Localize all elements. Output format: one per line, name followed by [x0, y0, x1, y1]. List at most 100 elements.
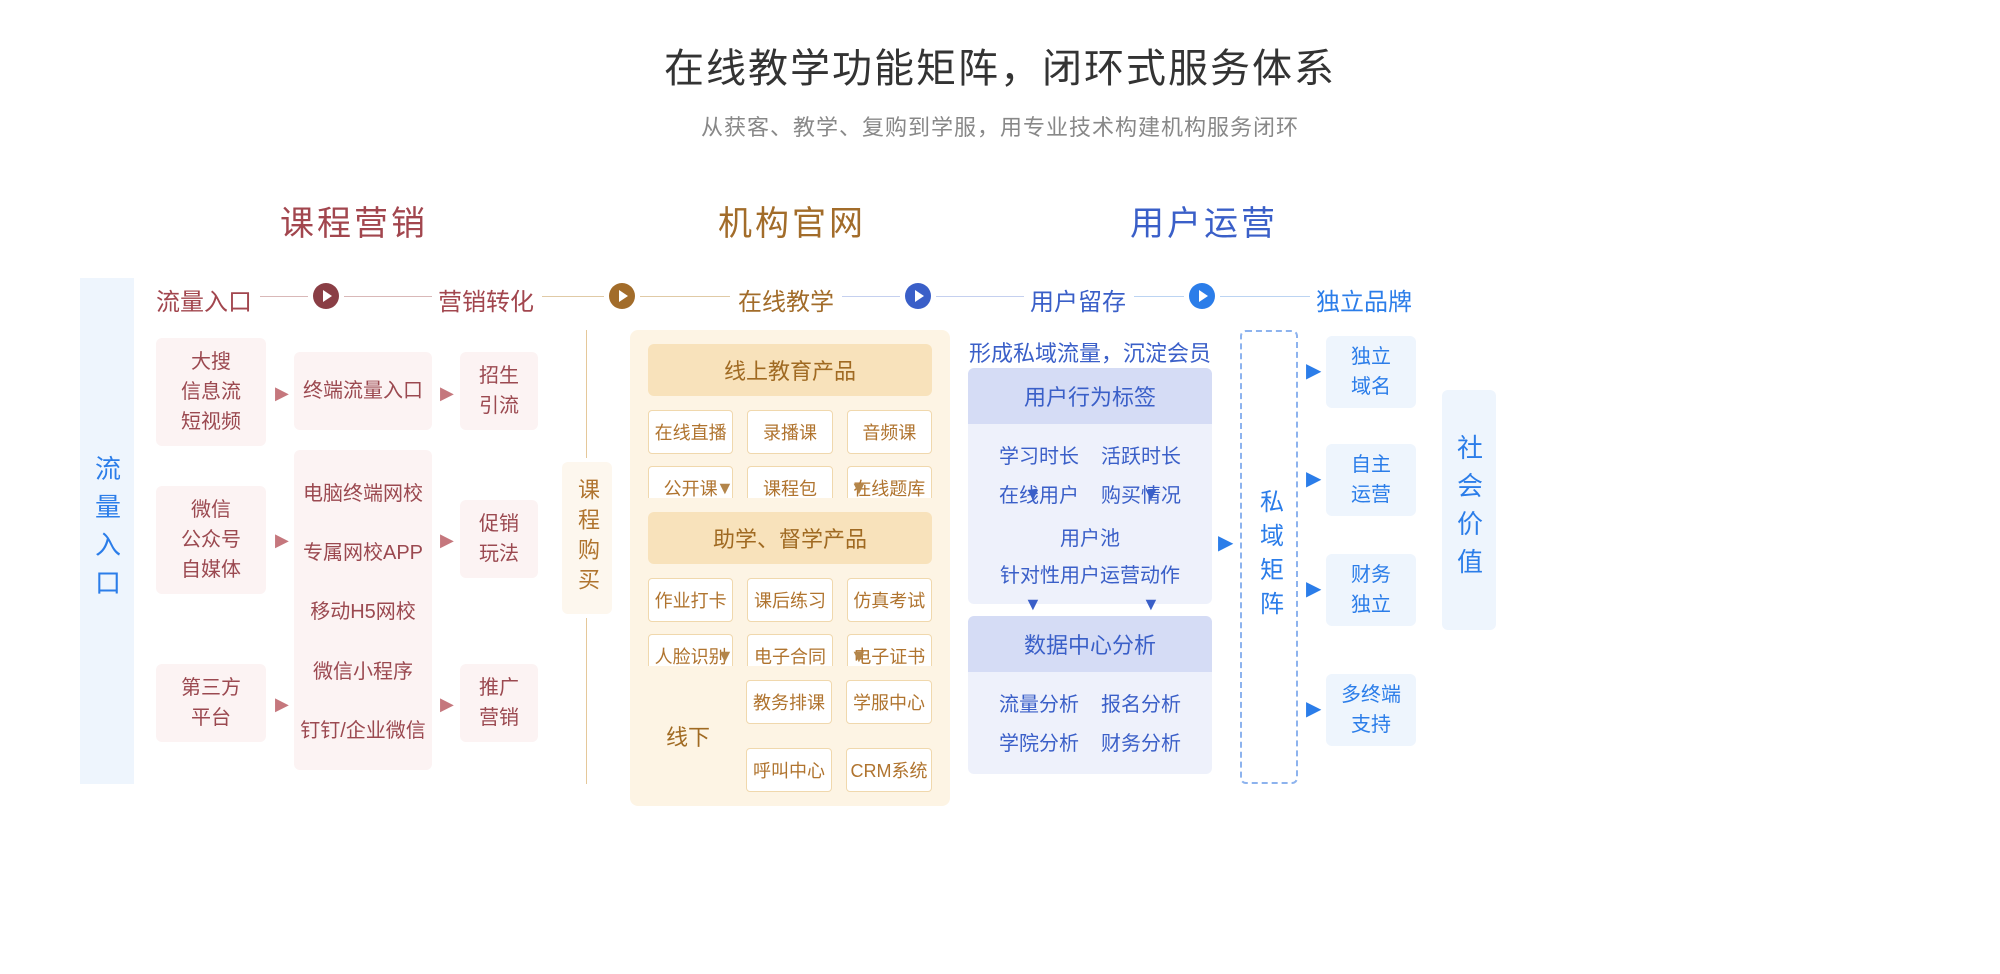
caret-down-icon: ▼: [850, 478, 868, 499]
box-domain: 独立 域名: [1326, 336, 1416, 408]
label: 招生 引流: [479, 361, 519, 421]
seg-title: 助学、督学产品: [648, 512, 932, 564]
item: 微信小程序: [313, 655, 413, 684]
label: 自主 运营: [1351, 450, 1391, 510]
box-dasou: 大搜 信息流 短视频: [156, 338, 266, 446]
chip: 录播课: [747, 410, 832, 454]
line1: 用户池: [968, 522, 1212, 551]
box-promo: 促销 玩法: [460, 500, 538, 578]
caret-down-icon: ▼: [850, 646, 868, 667]
box-head: 数据中心分析: [968, 616, 1212, 672]
hline-4b: [1220, 296, 1310, 297]
label: 大搜 信息流 短视频: [181, 347, 241, 437]
caret-right-icon: ▶: [1218, 530, 1233, 555]
box-recruit: 招生 引流: [460, 352, 538, 430]
label: 推广 营销: [479, 673, 519, 733]
mid-bar-purchase: 课程购买: [562, 462, 612, 614]
cell: 学习时长: [999, 440, 1079, 469]
box-head: 用户行为标签: [968, 368, 1212, 424]
item: 钉钉/企业微信: [300, 714, 426, 743]
label: 财务 独立: [1351, 560, 1391, 620]
cell: 活跃时长: [1101, 440, 1181, 469]
col-teaching: 在线教学: [738, 282, 834, 317]
box-multi-terminal: 多终端 支持: [1326, 674, 1416, 746]
item: 专属网校APP: [303, 536, 423, 565]
box-body: 流量分析报名分析 学院分析财务分析: [968, 672, 1212, 774]
cell: 报名分析: [1101, 688, 1181, 717]
box-finance: 财务 独立: [1326, 554, 1416, 626]
caret-down-icon: ▼: [1024, 484, 1042, 505]
pink-b2-group: 电脑终端网校 专属网校APP 移动H5网校 微信小程序 钉钉/企业微信: [294, 450, 432, 770]
section-website: 机构官网: [718, 196, 866, 245]
chip: 教务排课: [746, 680, 832, 724]
seg-title: 线上教育产品: [648, 344, 932, 396]
item: 移动H5网校: [310, 595, 416, 624]
user-behavior-box: 用户行为标签 学习时长活跃时长 在线用户购买情况: [968, 368, 1212, 526]
caret-icon: ▶: [275, 694, 289, 715]
main-title: 在线教学功能矩阵，闭环式服务体系: [0, 36, 2000, 94]
caret-right-icon: ▶: [1306, 466, 1321, 491]
vline-top: [586, 330, 587, 458]
caret-icon: ▶: [275, 530, 289, 551]
caret-down-icon: ▼: [1024, 594, 1042, 615]
play-icon-1: [312, 282, 340, 310]
end-bar-social-value: 社会价值: [1442, 390, 1496, 630]
label: 第三方 平台: [181, 673, 241, 733]
box-terminal-entry: 终端流量入口: [294, 352, 432, 430]
vline-bot: [586, 618, 587, 784]
cell: 学院分析: [999, 727, 1079, 756]
offline-block: 线下 教务排课 学服中心 呼叫中心 CRM系统: [630, 666, 950, 806]
label: 微信 公众号 自媒体: [181, 495, 241, 585]
label: 促销 玩法: [479, 509, 519, 569]
chip: 课后练习: [747, 578, 832, 622]
hline-3a: [842, 296, 900, 297]
box-3rdparty: 第三方 平台: [156, 664, 266, 742]
caret-icon: ▶: [440, 694, 454, 715]
left-bar-traffic: 流量入口: [80, 278, 134, 784]
caret-right-icon: ▶: [1306, 576, 1321, 601]
data-center-box: 数据中心分析 流量分析报名分析 学院分析财务分析: [968, 616, 1212, 774]
label: 终端流量入口: [303, 376, 423, 406]
user-pool-box: 用户池 针对性用户运营动作: [968, 506, 1212, 604]
chip: 在线直播: [648, 410, 733, 454]
caret-right-icon: ▶: [1306, 696, 1321, 721]
caret-down-icon: ▼: [716, 646, 734, 667]
col-traffic: 流量入口: [156, 282, 252, 317]
caret-icon: ▶: [275, 383, 289, 404]
col-convert: 营销转化: [438, 282, 534, 317]
box-wechat: 微信 公众号 自媒体: [156, 486, 266, 594]
item: 电脑终端网校: [303, 477, 423, 506]
col-retention: 用户留存: [1030, 282, 1126, 317]
cell: 购买情况: [1101, 479, 1181, 508]
cell: 财务分析: [1101, 727, 1181, 756]
hline-1a: [260, 296, 308, 297]
section-operations: 用户运营: [1130, 196, 1278, 245]
hline-2b: [640, 296, 730, 297]
subtitle: 从获客、教学、复购到学服，用专业技术构建机构服务闭环: [0, 110, 2000, 142]
chip: 呼叫中心: [746, 748, 832, 792]
caret-down-icon: ▼: [1142, 484, 1160, 505]
caret-down-icon: ▼: [716, 478, 734, 499]
play-icon-2: [608, 282, 636, 310]
section-marketing: 课程营销: [280, 196, 428, 245]
hline-4a: [1134, 296, 1184, 297]
offline-label: 线下: [648, 720, 728, 752]
hline-2a: [542, 296, 604, 297]
chip: 作业打卡: [648, 578, 733, 622]
caret-icon: ▶: [440, 530, 454, 551]
play-icon-4: [1188, 282, 1216, 310]
play-icon-3: [904, 282, 932, 310]
chip: 音频课: [847, 410, 932, 454]
hline-3b: [936, 296, 1024, 297]
chip: 学服中心: [846, 680, 932, 724]
line2: 针对性用户运营动作: [968, 559, 1212, 588]
hline-1b: [344, 296, 432, 297]
label: 多终端 支持: [1341, 680, 1401, 740]
box-self-operate: 自主 运营: [1326, 444, 1416, 516]
caret-down-icon: ▼: [1142, 594, 1160, 615]
caret-right-icon: ▶: [1306, 358, 1321, 383]
label: 独立 域名: [1351, 342, 1391, 402]
chip: CRM系统: [846, 748, 932, 792]
private-domain-matrix: 私域矩阵: [1240, 330, 1298, 784]
chip: 仿真考试: [847, 578, 932, 622]
